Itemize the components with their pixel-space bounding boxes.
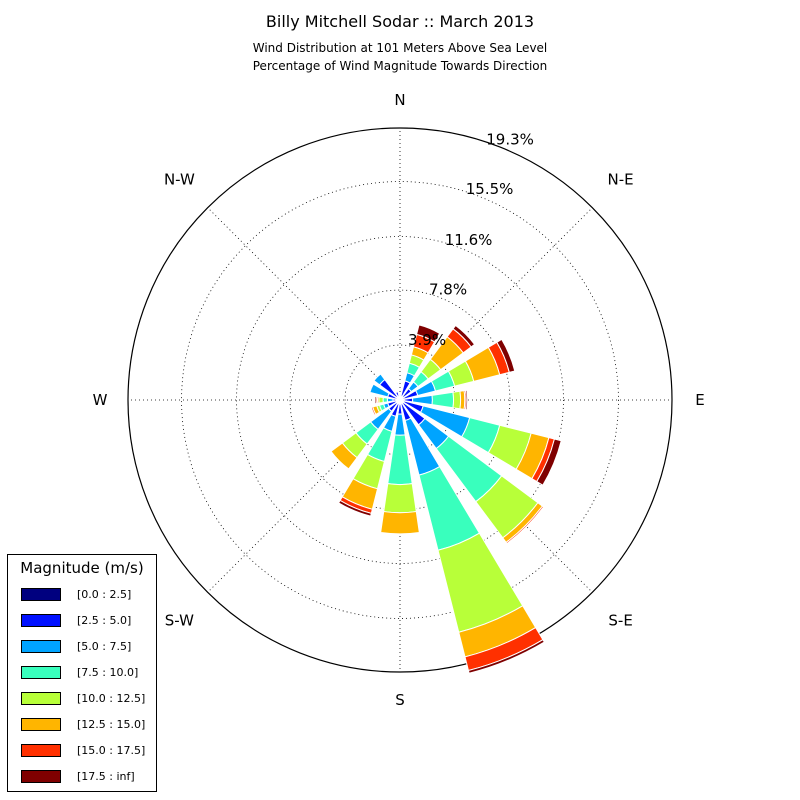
radial-tick-label: 19.3%	[486, 131, 534, 149]
legend-swatch	[21, 614, 61, 627]
legend-label: [15.0 : 17.5]	[77, 744, 146, 757]
wind-bar-segment	[378, 396, 384, 404]
chart-title: Billy Mitchell Sodar :: March 2013	[265, 12, 535, 31]
wind-bar-segment	[330, 442, 358, 470]
wind-bar-segment	[431, 391, 455, 409]
legend-title: Magnitude (m/s)	[20, 559, 144, 577]
wind-bar-segment	[386, 397, 394, 403]
direction-label: N-E	[608, 170, 634, 188]
direction-label: E	[695, 391, 704, 409]
radial-tick-label: 11.6%	[445, 231, 493, 249]
legend-label: [0.0 : 2.5]	[77, 588, 132, 601]
direction-label: N	[394, 91, 405, 109]
legend-item: [12.5 : 15.0]	[21, 717, 156, 733]
wind-bar-segment	[452, 390, 462, 410]
legend-label: [2.5 : 5.0]	[77, 614, 132, 627]
wind-bar-segment	[496, 338, 516, 373]
wind-rose-bars	[330, 324, 562, 674]
wind-bar-segment	[467, 639, 546, 674]
wind-bar-segment	[370, 406, 377, 416]
legend-label: [5.0 : 7.5]	[77, 640, 132, 653]
wind-bar-segment	[374, 395, 377, 405]
legend-swatch	[21, 640, 61, 653]
direction-label: W	[93, 391, 108, 409]
wind-bar-segment	[383, 483, 417, 514]
legend-item: [17.5 : inf]	[21, 769, 156, 785]
legend-swatch	[21, 744, 61, 757]
radial-tick-label: 7.8%	[429, 280, 467, 298]
direction-label: S	[395, 691, 405, 709]
legend-swatch	[21, 718, 61, 731]
wind-bar-segment	[536, 438, 562, 486]
wind-bar-segment	[382, 396, 389, 404]
outer-circle	[127, 127, 673, 673]
direction-label: S-E	[608, 612, 632, 630]
legend-label: [17.5 : inf]	[77, 770, 135, 783]
legend-label: [10.0 : 12.5]	[77, 692, 146, 705]
legend-item: [0.0 : 2.5]	[21, 587, 156, 603]
legend-item: [10.0 : 12.5]	[21, 691, 156, 707]
grid-ring	[181, 181, 619, 619]
legend-item: [7.5 : 10.0]	[21, 665, 156, 681]
chart-subtitle-line1: Wind Distribution at 101 Meters Above Se…	[252, 41, 548, 55]
radial-tick-labels: 3.9% 7.8% 11.6% 15.5% 19.3%	[408, 131, 534, 350]
legend-item: [5.0 : 7.5]	[21, 639, 156, 655]
legend-swatch	[21, 666, 61, 679]
legend: Magnitude (m/s) [0.0 : 2.5] [2.5 : 5.0] [5…	[7, 554, 157, 792]
direction-label: S-W	[165, 612, 194, 630]
wind-bar-segment	[394, 391, 400, 398]
legend-swatch	[21, 770, 61, 783]
grid-ring	[236, 236, 564, 564]
wind-bar-segment	[411, 394, 433, 406]
radial-tick-label: 15.5%	[466, 180, 514, 198]
wind-bar-segment	[387, 434, 413, 486]
direction-label: N-W	[164, 170, 195, 188]
grid-spoke	[207, 399, 401, 593]
wind-bar-segment	[398, 393, 402, 397]
legend-label: [7.5 : 10.0]	[77, 666, 139, 679]
wind-bar-segment	[337, 499, 372, 517]
wind-bar-segment	[464, 389, 469, 411]
wind-bar-segment	[394, 413, 406, 436]
legend-item: [2.5 : 5.0]	[21, 613, 156, 629]
wind-bar-segment	[369, 383, 390, 398]
radial-tick-label: 3.9%	[408, 331, 446, 349]
legend-swatch	[21, 588, 61, 601]
grid-spoke	[399, 207, 593, 401]
legend-label: [12.5 : 15.0]	[77, 718, 146, 731]
legend-item: [15.0 : 17.5]	[21, 743, 156, 759]
wind-bar-segment	[373, 373, 386, 386]
wind-bar-segment	[505, 505, 545, 545]
grid-spoke	[207, 207, 401, 401]
wind-bar-segment	[452, 324, 476, 348]
legend-swatch	[21, 692, 61, 705]
wind-bar-segment	[380, 510, 420, 535]
wind-bar-segment	[415, 324, 441, 343]
chart-subtitle-line2: Percentage of Wind Magnitude Towards Dir…	[252, 59, 548, 73]
direction-labels: N N-E E S-E S S-W W N-W	[93, 91, 705, 709]
